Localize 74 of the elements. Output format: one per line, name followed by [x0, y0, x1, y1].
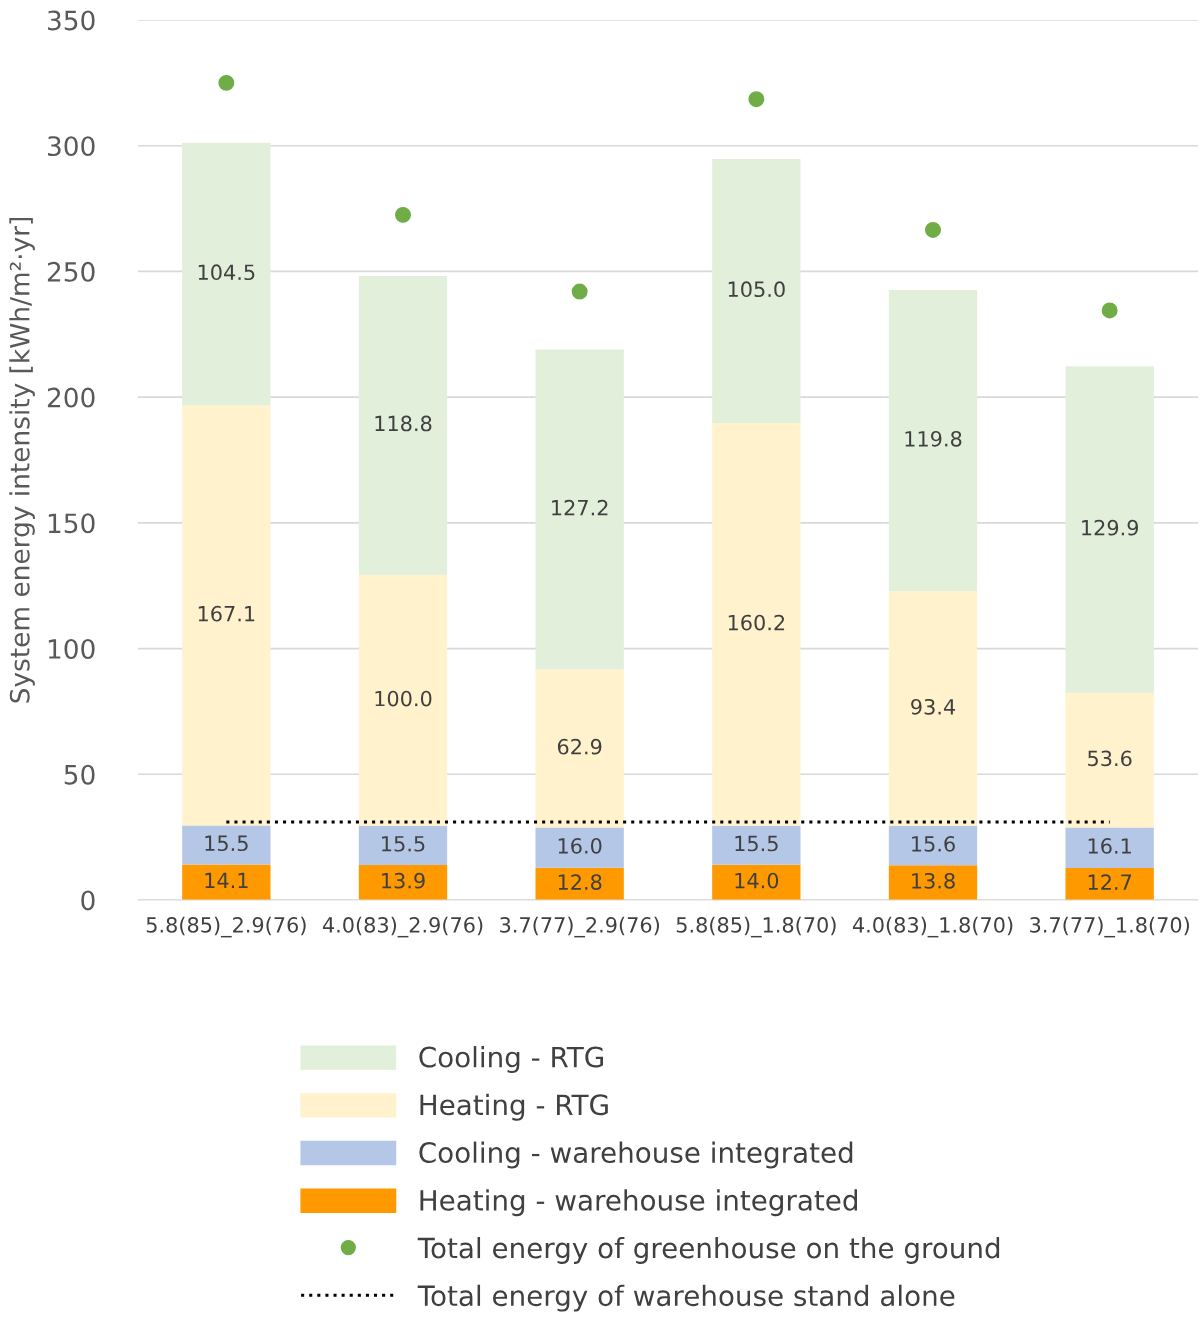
- bar: [1065, 366, 1154, 693]
- data-label: 53.6: [1088, 750, 1132, 767]
- legend-label: Cooling - warehouse integrated: [419, 1141, 853, 1169]
- bar: [712, 864, 801, 900]
- y-tick-label: 300: [47, 136, 95, 157]
- legend-label: Heating - warehouse integrated: [420, 1189, 857, 1217]
- x-tick-label: 3.7(77)_1.8(70): [1030, 916, 1189, 938]
- data-label: 104.5: [198, 264, 255, 281]
- point: [218, 74, 235, 91]
- bar: [1065, 868, 1154, 900]
- data-label: 129.9: [1082, 519, 1139, 536]
- bar: [358, 574, 448, 827]
- data-label: 167.1: [198, 605, 255, 622]
- bar: [888, 865, 978, 900]
- bar: [1065, 827, 1154, 869]
- x-tick-label: 5.8(85)_2.9(76): [146, 916, 306, 938]
- bar: [888, 826, 978, 866]
- data-label: 62.9: [557, 738, 602, 755]
- x-tick-label: 4.0(83)_2.9(76): [322, 916, 483, 938]
- data-label: 100.0: [375, 690, 432, 707]
- bar: [182, 825, 271, 865]
- data-label: 12.7: [1088, 874, 1132, 890]
- y-tick-label: 0: [81, 890, 95, 911]
- legend-label: Total energy of greenhouse on the ground: [417, 1237, 1000, 1264]
- bar: [358, 865, 448, 900]
- data-label: 16.1: [1088, 838, 1131, 854]
- legend-label: Heating - RTG: [420, 1093, 608, 1121]
- data-label: 15.5: [205, 835, 248, 852]
- legend-label: Total energy of warehouse stand alone: [417, 1284, 955, 1312]
- bar: [358, 275, 448, 575]
- bar: [182, 142, 271, 406]
- data-label: 93.4: [911, 698, 956, 715]
- data-label: 12.8: [558, 874, 602, 890]
- data-label: 15.5: [382, 836, 425, 852]
- legend-label: Cooling - RTG: [419, 1046, 604, 1073]
- data-label: 16.0: [558, 837, 602, 854]
- bar: [182, 864, 271, 900]
- bar: [712, 825, 801, 865]
- data-label: 13.9: [382, 872, 425, 889]
- data-label: 14.1: [205, 872, 248, 889]
- data-label: 119.8: [905, 430, 962, 447]
- point: [571, 283, 588, 300]
- data-label: 14.0: [735, 872, 779, 889]
- bar: [712, 159, 801, 424]
- x-tick-label: 3.7(77)_2.9(76): [500, 916, 659, 938]
- data-label: 15.5: [735, 835, 778, 852]
- bar: [182, 405, 271, 826]
- y-axis-title: System energy intensity [kWh/m²·yr]: [9, 217, 35, 703]
- y-tick-label: 150: [48, 513, 95, 534]
- y-tick-label: 200: [47, 387, 95, 408]
- y-tick-label: 100: [48, 639, 95, 659]
- y-tick-label: 350: [47, 10, 95, 31]
- bar: [1065, 692, 1154, 828]
- bar: [888, 290, 978, 592]
- y-tick-label: 50: [64, 764, 95, 785]
- bar: [535, 349, 624, 670]
- x-tick-label: 4.0(83)_1.8(70): [852, 916, 1013, 938]
- y-tick-label: 250: [47, 261, 95, 282]
- bar: [535, 827, 624, 868]
- x-tick-label: 5.8(85)_1.8(70): [676, 916, 836, 938]
- bar: [535, 669, 624, 828]
- point: [1101, 302, 1118, 319]
- point: [395, 206, 411, 223]
- data-label: 105.0: [728, 281, 785, 298]
- point: [748, 91, 765, 108]
- bar: [358, 826, 448, 866]
- data-label: 15.6: [912, 835, 955, 852]
- data-label: 13.8: [912, 872, 955, 889]
- point: [925, 221, 941, 238]
- data-label: 118.8: [375, 415, 432, 432]
- data-label: 127.2: [552, 499, 608, 516]
- bar: [712, 423, 801, 826]
- data-label: 160.2: [728, 614, 785, 631]
- bar: [888, 591, 978, 827]
